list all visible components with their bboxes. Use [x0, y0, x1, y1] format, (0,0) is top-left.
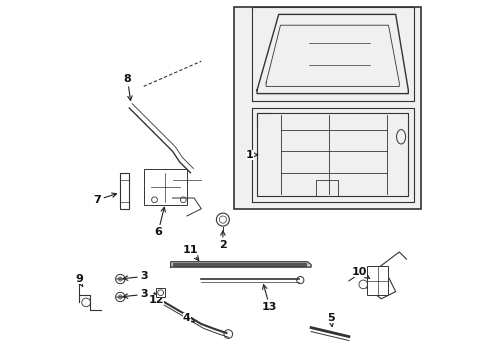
Text: 11: 11	[183, 245, 198, 260]
Text: 6: 6	[154, 207, 165, 237]
Circle shape	[118, 295, 122, 299]
Text: 10: 10	[351, 267, 369, 279]
Circle shape	[118, 277, 122, 281]
Bar	[366, 266, 387, 295]
Text: 7: 7	[94, 193, 116, 205]
Bar	[120, 173, 129, 209]
Bar	[233, 7, 420, 209]
Text: 9: 9	[75, 274, 82, 287]
Text: 5: 5	[326, 312, 334, 327]
Text: 4: 4	[183, 312, 194, 323]
Bar	[156, 288, 165, 297]
Bar	[143, 169, 186, 205]
Polygon shape	[170, 262, 310, 267]
Text: 13: 13	[262, 285, 277, 312]
Text: 1: 1	[245, 150, 257, 160]
Text: 12: 12	[148, 294, 163, 305]
Text: 2: 2	[219, 231, 226, 250]
Text: 8: 8	[123, 74, 132, 100]
Text: 3: 3	[123, 289, 147, 300]
Text: 3: 3	[123, 271, 147, 282]
